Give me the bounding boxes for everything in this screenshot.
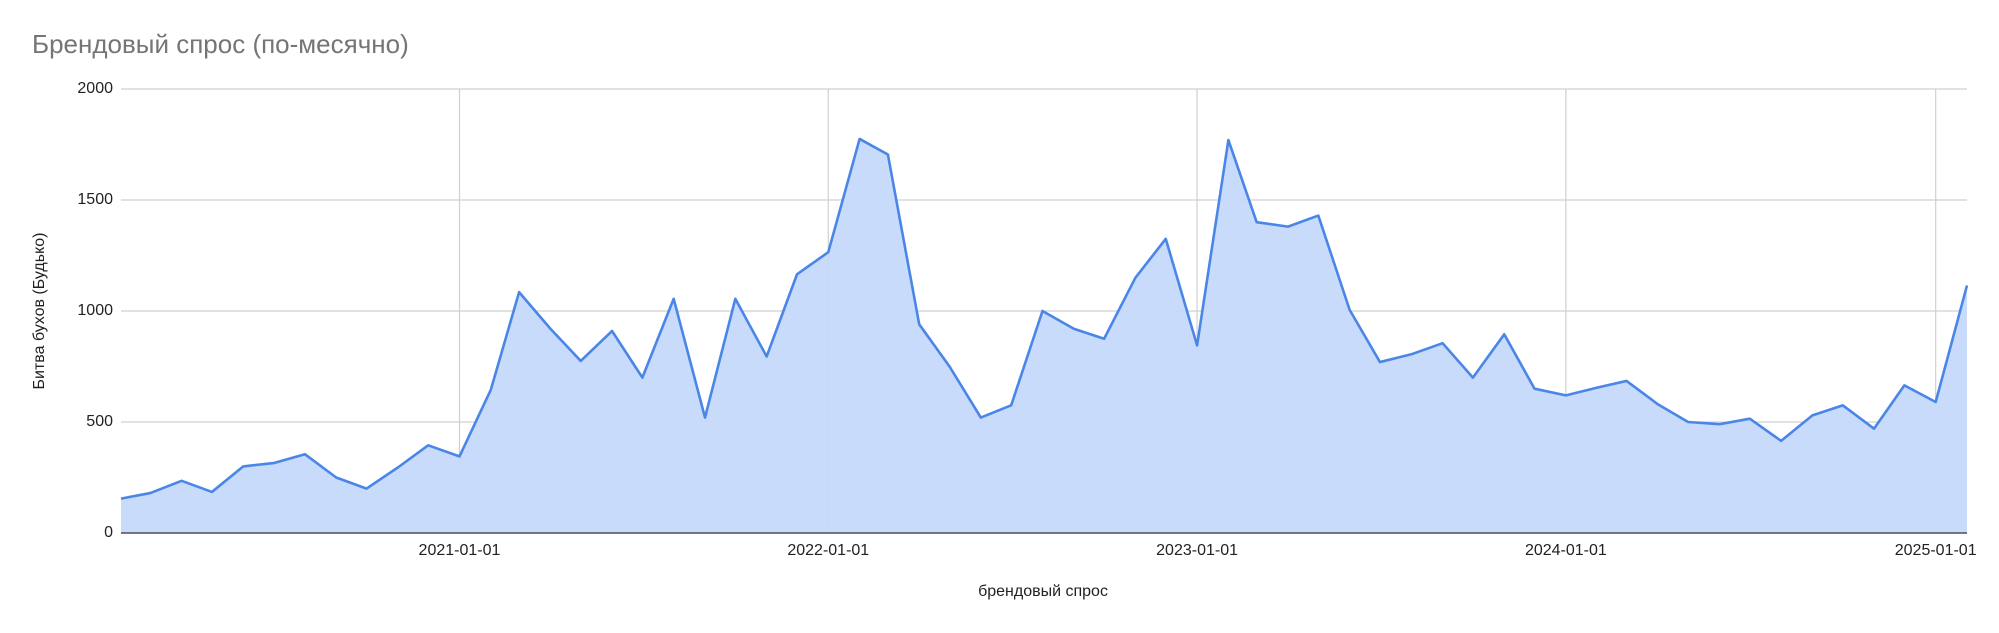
x-tick-label: 2021-01-01 [419,542,501,559]
y-axis-label: Битва бухов (Будько) [31,233,48,390]
y-tick-label: 1500 [77,191,113,208]
area-line [120,137,1969,500]
y-tick-label: 0 [104,524,113,541]
x-axis-label: брендовый спрос [978,583,1108,600]
x-tick-label: 2025-01-01 [1895,542,1977,559]
chart-title: Брендовый спрос (по-месячно) [32,29,409,59]
x-tick-label: 2023-01-01 [1156,542,1238,559]
y-tick-label: 1000 [77,302,113,319]
x-tick-label: 2024-01-01 [1525,542,1607,559]
y-tick-label: 500 [86,413,113,430]
area-fill [121,138,1967,533]
y-tick-label: 2000 [77,80,113,97]
x-tick-label: 2022-01-01 [787,542,869,559]
